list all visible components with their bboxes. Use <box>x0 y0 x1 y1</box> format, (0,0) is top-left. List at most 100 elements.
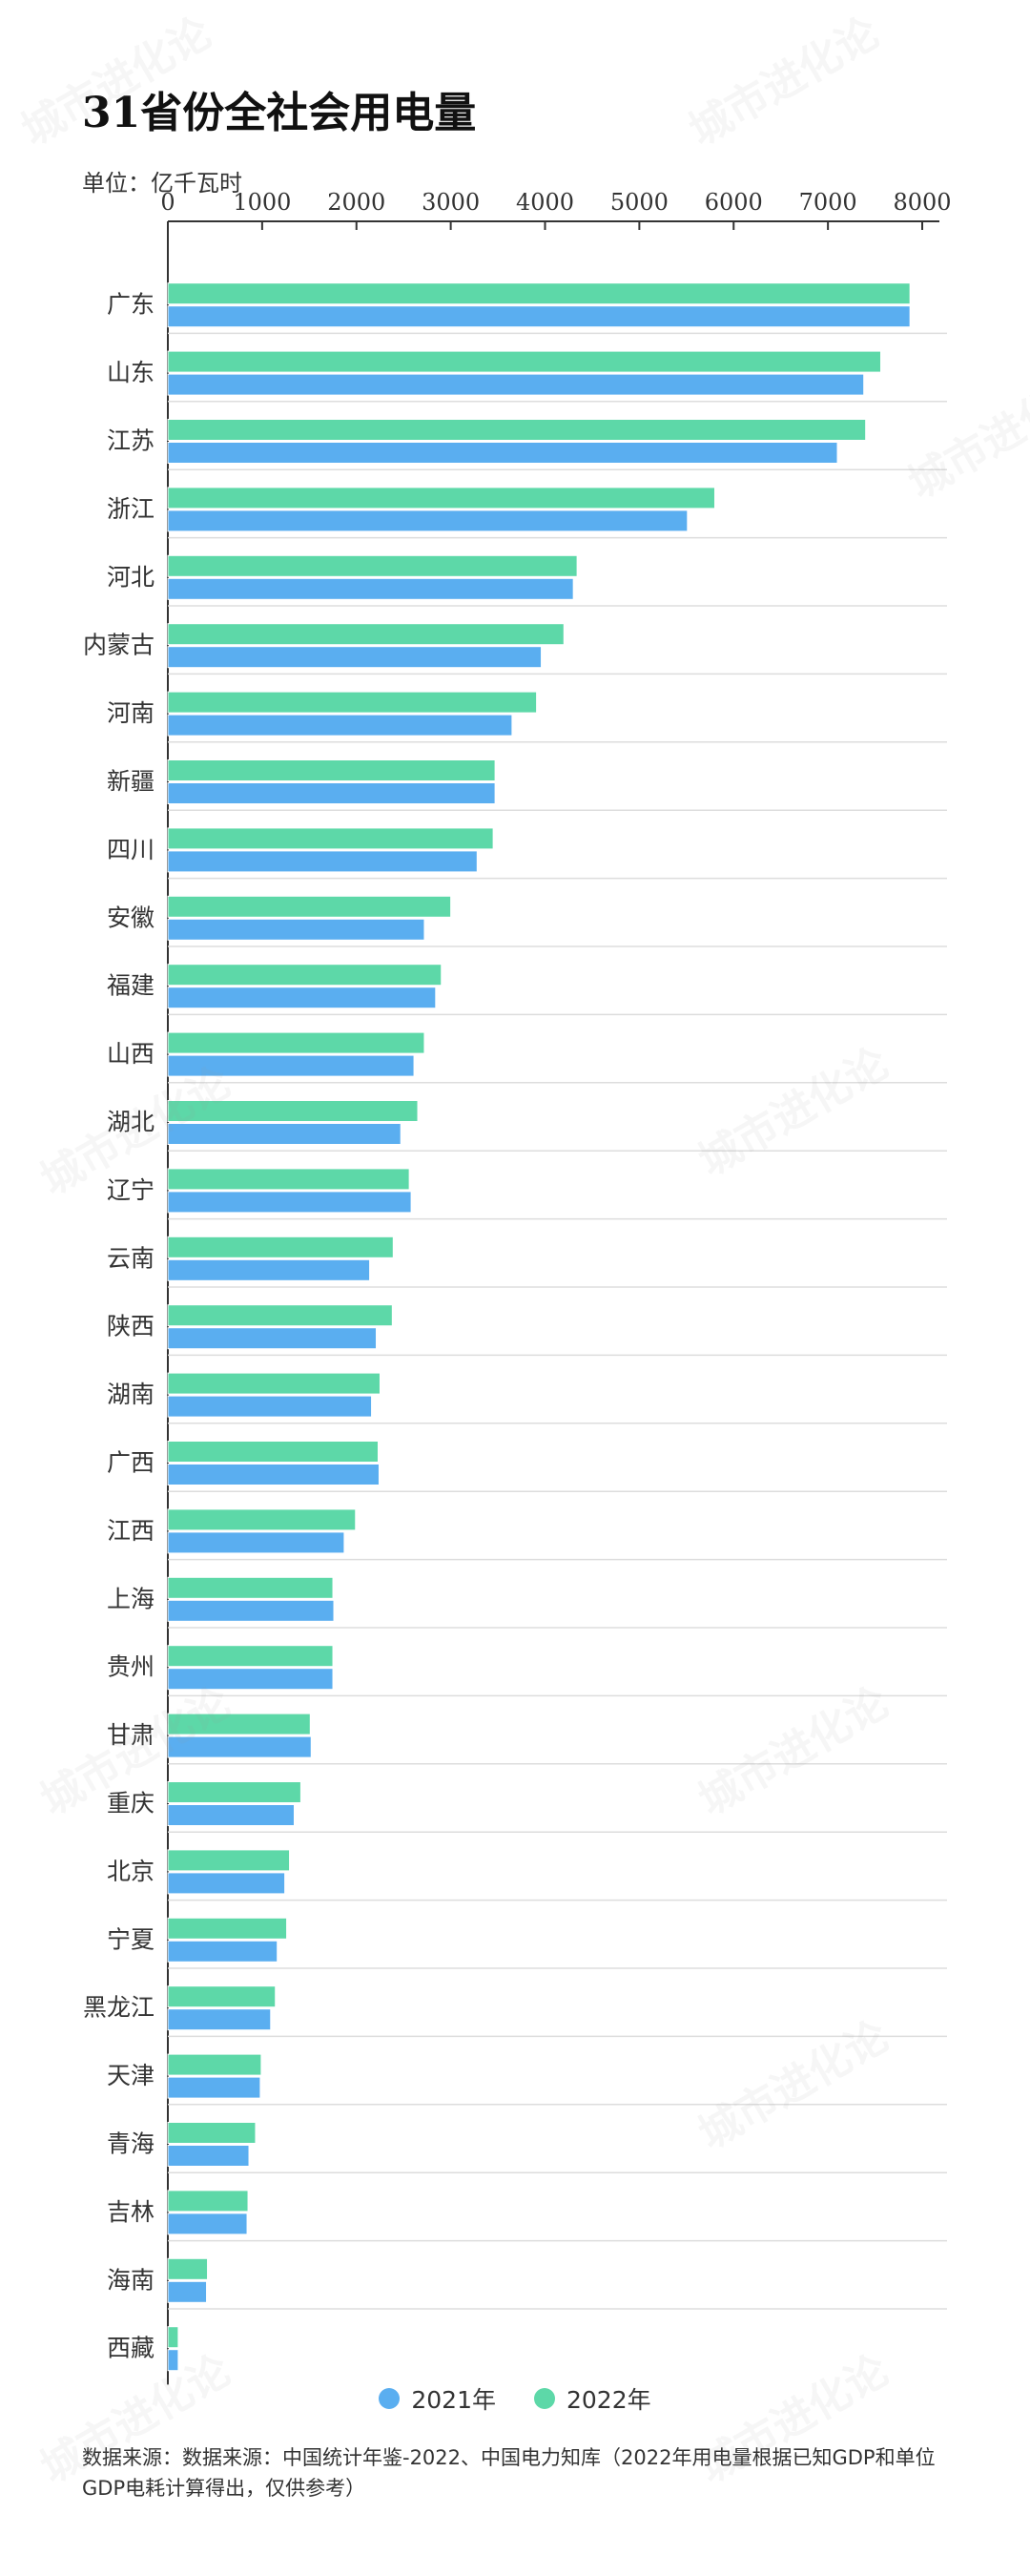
bar-2022 <box>167 2326 179 2349</box>
category-label: 江西 <box>107 1517 154 1545</box>
bar-2022 <box>167 1645 334 1668</box>
bar-2022 <box>167 282 911 305</box>
bar-2021 <box>167 373 865 396</box>
bar-2022 <box>167 1100 419 1122</box>
bar-2022 <box>167 1985 277 2008</box>
category-label: 河南 <box>107 699 154 727</box>
bar-2022 <box>167 1713 311 1735</box>
category-label: 黑龙江 <box>83 1994 154 2022</box>
x-tick-label: 1000 <box>233 189 291 216</box>
source-note: 数据来源：数据来源：中国统计年鉴-2022、中国电力知库（2022年用电量根据已… <box>82 2446 936 2500</box>
bar-2022 <box>167 419 867 441</box>
unit-label: 单位：亿千瓦时 <box>82 170 242 197</box>
bar-2021 <box>167 1464 380 1485</box>
bar-2022 <box>167 623 565 646</box>
category-label: 江苏 <box>107 427 154 455</box>
bar-2022 <box>167 1781 301 1803</box>
bar-2021 <box>167 1258 371 1281</box>
bar-2022 <box>167 1576 334 1599</box>
bar-2021 <box>167 2008 272 2031</box>
category-label: 内蒙古 <box>83 632 154 659</box>
bar-2021 <box>167 1191 412 1214</box>
legend-item-2022: 2022年 <box>534 2381 651 2416</box>
bar-2021 <box>167 442 838 464</box>
bar-2022 <box>167 759 496 781</box>
bar-2021 <box>167 987 437 1009</box>
bar-2022 <box>167 964 443 987</box>
bar-2022 <box>167 1168 410 1191</box>
bar-2021 <box>167 1668 334 1691</box>
bar-2021 <box>167 1804 295 1826</box>
bar-2022 <box>167 1849 291 1872</box>
category-label: 吉林 <box>107 2198 154 2226</box>
bar-2021 <box>167 1599 335 1622</box>
category-label: 重庆 <box>107 1790 154 1818</box>
bar-2022 <box>167 1372 381 1395</box>
category-label: 上海 <box>107 1585 154 1612</box>
legend-item-2021: 2021年 <box>379 2381 496 2416</box>
bar-2022 <box>167 2122 257 2144</box>
legend-swatch-2021 <box>379 2388 401 2409</box>
category-label: 湖北 <box>107 1109 154 1136</box>
category-label: 宁夏 <box>107 1925 154 1953</box>
category-label: 陕西 <box>107 1313 154 1340</box>
category-label: 贵州 <box>107 1653 154 1681</box>
bar-2021 <box>167 850 478 873</box>
bar-2022 <box>167 350 881 373</box>
category-label: 广东 <box>107 291 154 319</box>
x-tick-label: 7000 <box>799 189 857 216</box>
bar-2021 <box>167 1872 286 1895</box>
bar-2021 <box>167 2212 248 2235</box>
x-tick-label: 4000 <box>516 189 574 216</box>
legend-swatch-2022 <box>534 2388 555 2409</box>
category-label: 辽宁 <box>107 1176 154 1204</box>
bar-2022 <box>167 487 715 509</box>
bar-2022 <box>167 691 538 714</box>
bar-2021 <box>167 782 496 804</box>
bar-2022 <box>167 895 452 918</box>
bar-2021 <box>167 305 911 328</box>
bar-2022 <box>167 1304 393 1327</box>
category-label: 云南 <box>107 1244 154 1272</box>
bar-2021 <box>167 1054 415 1077</box>
bar-2022 <box>167 1441 379 1463</box>
bar-2021 <box>167 1940 278 1963</box>
bar-2022 <box>167 2257 209 2280</box>
bar-2022 <box>167 1917 288 1940</box>
bar-2021 <box>167 1327 378 1350</box>
bar-2021 <box>167 2349 179 2372</box>
category-label: 浙江 <box>107 495 154 523</box>
chart-title: 31省份全社会用电量 <box>82 89 477 137</box>
x-tick-label: 5000 <box>610 189 669 216</box>
bar-2022 <box>167 1236 394 1258</box>
legend: 2021年 2022年 <box>0 2381 1030 2416</box>
x-tick-label: 6000 <box>705 189 763 216</box>
category-label: 四川 <box>107 836 154 863</box>
category-label: 山东 <box>107 359 154 386</box>
category-label: 新疆 <box>107 768 154 796</box>
category-label: 河北 <box>107 563 154 591</box>
category-label: 湖南 <box>107 1381 154 1408</box>
bar-2021 <box>167 2145 250 2167</box>
bar-2021 <box>167 1395 373 1418</box>
bar-2022 <box>167 554 578 577</box>
bar-2021 <box>167 646 543 669</box>
bar-2022 <box>167 1031 425 1054</box>
bar-2022 <box>167 1508 357 1531</box>
x-tick-label: 8000 <box>893 189 951 216</box>
category-label: 安徽 <box>107 904 154 931</box>
bar-2021 <box>167 2076 261 2099</box>
bar-2022 <box>167 2190 249 2212</box>
x-tick-label: 2000 <box>327 189 385 216</box>
category-label: 广西 <box>107 1449 154 1477</box>
bar-2021 <box>167 1531 345 1554</box>
category-label: 天津 <box>107 2062 154 2089</box>
bar-2021 <box>167 2280 208 2303</box>
bar-2022 <box>167 827 494 850</box>
category-label: 山西 <box>107 1040 154 1068</box>
category-label: 西藏 <box>107 2335 154 2362</box>
bar-2021 <box>167 1123 402 1145</box>
bar-2021 <box>167 714 513 737</box>
category-label: 青海 <box>107 2130 154 2158</box>
